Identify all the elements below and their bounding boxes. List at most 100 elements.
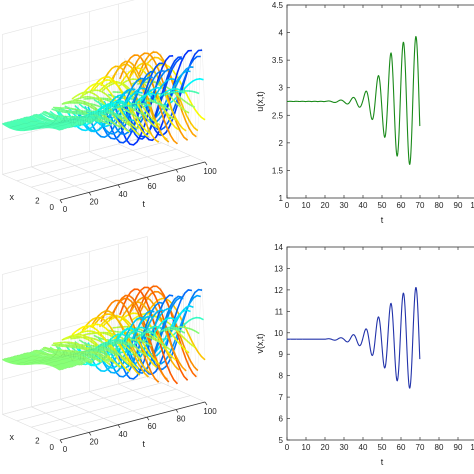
x-tick-mark <box>175 169 179 173</box>
surface-ribbon <box>61 335 120 368</box>
mesh-line <box>9 291 155 368</box>
x-tick-label: 20 <box>90 197 99 206</box>
x-tick-label: 20 <box>90 437 99 446</box>
mesh-line <box>59 288 206 386</box>
surface-ribbon <box>127 62 187 132</box>
grid-line <box>16 142 162 182</box>
surface-ribbon <box>114 55 174 146</box>
mesh-line <box>59 48 206 146</box>
y-axis-label: u(x,t) <box>255 91 265 112</box>
mesh-line <box>52 290 199 376</box>
surface-plot-bottom: 0 20 40 60 80 100 t 0 2 x <box>2 236 217 454</box>
grid-line <box>2 236 148 275</box>
mesh-line <box>31 66 177 130</box>
x-tick-mark <box>204 401 208 406</box>
surface-ribbon <box>51 108 110 123</box>
series-line <box>287 35 421 165</box>
x-tick-label: 90 <box>454 443 463 452</box>
surface-ribbon <box>1 122 61 132</box>
x-tick-label: 100 <box>203 167 217 176</box>
surface-ribbon <box>129 286 189 381</box>
y-tick-label: 14 <box>274 243 283 252</box>
surface-ribbon <box>2 358 61 371</box>
surface-ribbon <box>53 106 112 126</box>
surface-plot-top: 0 20 40 60 80 100 t 0 2 x <box>1 0 217 214</box>
surface-ribbon <box>90 76 149 138</box>
x-tick-mark <box>175 409 179 413</box>
x-tick-label: 60 <box>397 443 406 452</box>
mesh-line <box>23 287 170 377</box>
surface-ribbon <box>108 297 168 381</box>
line-plot-v: 5 6 7 8 9 10 11 12 13 14 0 10 20 30 40 50 60 70 80 90 100 t v(… <box>255 243 474 467</box>
mesh-line <box>16 284 163 379</box>
x-tick-label: 0 <box>285 443 290 452</box>
mesh-line <box>31 301 177 365</box>
surface-ribbon <box>104 301 164 378</box>
y-tick-label: 1 <box>279 194 284 203</box>
x-tick-label: 0 <box>285 201 290 210</box>
y-tick-label: 3 <box>279 84 284 93</box>
grid-line <box>45 155 191 194</box>
x-tick-mark <box>117 424 121 428</box>
mesh-line <box>38 87 184 129</box>
x-tick-label: 70 <box>416 443 425 452</box>
x-tick-label: 40 <box>119 190 128 199</box>
x-axis-label: x <box>10 192 15 202</box>
y-tick-label: 10 <box>274 329 283 338</box>
surface-ribbon <box>123 295 182 374</box>
y-tick-label: 0 <box>50 443 55 452</box>
x-tick-mark <box>146 417 150 421</box>
surface-ribbon <box>93 334 152 347</box>
x-tick-mark <box>59 439 63 444</box>
y-tick-label: 11 <box>275 307 284 316</box>
mesh-line <box>2 73 148 124</box>
x-tick-label: 20 <box>321 201 330 210</box>
surface-ribbon <box>53 341 112 366</box>
x-tick-label: 100 <box>470 443 474 452</box>
mesh-line <box>45 306 191 365</box>
surface-ribbon <box>81 316 141 376</box>
surface-ribbon <box>143 49 203 137</box>
x-tick-label: 60 <box>397 201 406 210</box>
grid-line <box>45 395 191 434</box>
x-tick-label: 100 <box>203 407 217 416</box>
y-tick-label: 2.5 <box>272 111 284 120</box>
x-tick-label: 10 <box>302 201 311 210</box>
mesh-line <box>52 51 199 138</box>
grid-line <box>2 136 148 175</box>
grid-line <box>2 376 148 415</box>
x-tick-label: 80 <box>435 201 444 210</box>
y-tick-label: 12 <box>274 286 283 295</box>
t-axis-label: t <box>142 199 145 209</box>
x-axis-label: x <box>10 432 15 442</box>
x-tick-label: 30 <box>340 201 349 210</box>
surface-ribbon <box>100 65 160 143</box>
x-tick-label: 30 <box>340 443 349 452</box>
y-tick-label: 6 <box>279 415 284 424</box>
x-tick-mark <box>59 199 63 204</box>
surface-ribbon <box>123 56 182 140</box>
surface-ribbon <box>94 315 154 369</box>
grid-line <box>31 388 177 428</box>
mesh-line <box>2 309 148 360</box>
surface-ribbon <box>100 299 160 383</box>
x-tick-label: 50 <box>378 201 387 210</box>
x-tick-label: 40 <box>359 201 368 210</box>
grid-line <box>31 148 177 188</box>
surface-ribbon <box>114 294 174 380</box>
x-tick-label: 10 <box>302 443 311 452</box>
mesh-line <box>45 69 191 128</box>
plot-frame <box>286 246 474 441</box>
y-tick-label: 2 <box>35 437 40 446</box>
grid-line <box>16 382 162 422</box>
y-tick-label: 13 <box>274 264 283 273</box>
x-tick-label: 20 <box>321 443 330 452</box>
x-tick-label: 70 <box>416 201 425 210</box>
surface-ribbon <box>119 288 178 385</box>
x-tick-mark <box>88 192 92 196</box>
x-axis-label: t <box>381 457 384 467</box>
mesh-line <box>38 323 184 364</box>
surface-ribbon <box>137 51 197 138</box>
y-tick-label: 5 <box>279 436 284 445</box>
